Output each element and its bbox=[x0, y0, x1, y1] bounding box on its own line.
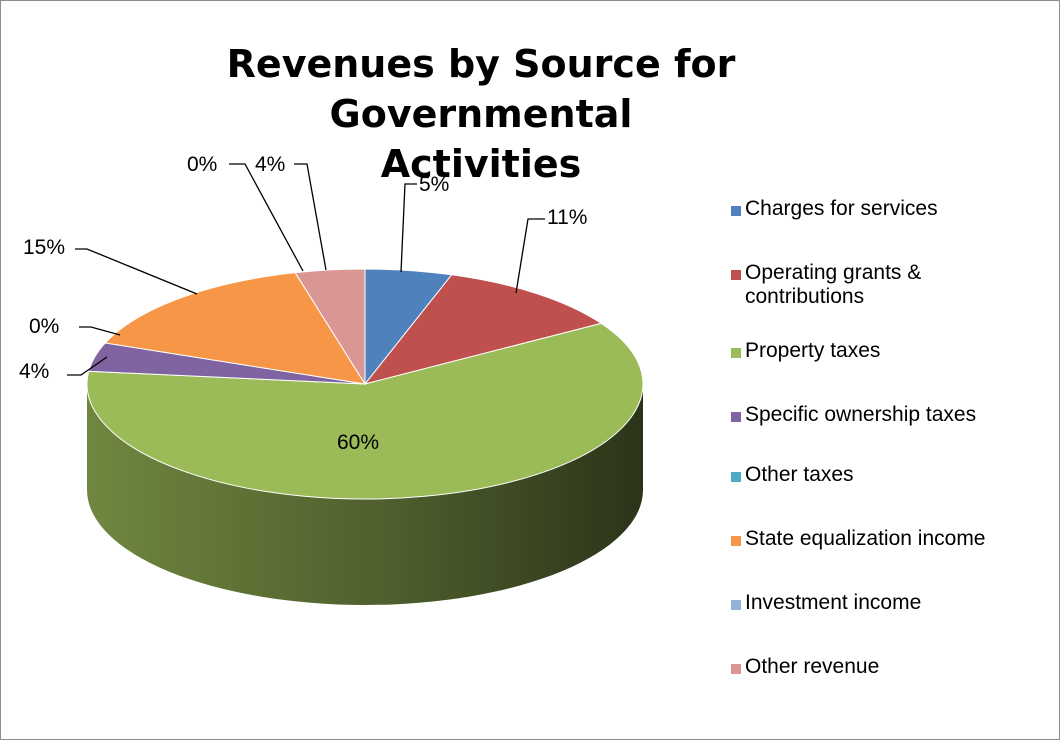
legend-swatch-specific-ownership-taxes bbox=[731, 412, 741, 422]
leader-line-investment-income bbox=[229, 163, 304, 272]
legend-swatch-other-revenue bbox=[731, 664, 741, 674]
pie-side-walls bbox=[87, 384, 643, 605]
chart-title: Revenues by Source for Governmental Acti… bbox=[101, 39, 861, 189]
chart-title-line-1: Revenues by Source for Governmental bbox=[226, 42, 736, 136]
legend-label: Operating grants & contributions bbox=[745, 261, 922, 308]
legend-label: Other taxes bbox=[745, 463, 854, 486]
legend-swatch-property-taxes bbox=[731, 348, 741, 358]
pie-slices bbox=[86, 268, 644, 500]
legend-swatch-operating-grants-contributions bbox=[731, 270, 741, 280]
pie-slice-state-equalization-income bbox=[104, 272, 367, 385]
data-label-specific-ownership-taxes: 4% bbox=[19, 360, 49, 383]
data-label-state-equalization-income: 15% bbox=[23, 236, 65, 259]
legend-swatch-state-equalization-income bbox=[731, 536, 741, 546]
chart-title-line-2: Activities bbox=[380, 142, 582, 186]
leader-line-state-equalization-income bbox=[75, 248, 198, 295]
leader-line-charges-for-services bbox=[400, 183, 417, 273]
data-label-charges-for-services: 5% bbox=[419, 173, 449, 196]
pie-side-property-taxes bbox=[87, 384, 643, 605]
leader-line-operating-grants-contributions bbox=[515, 218, 545, 294]
pie-slice-operating-grants-contributions bbox=[363, 274, 603, 385]
legend-swatch-charges-for-services bbox=[731, 206, 741, 216]
data-label-operating-grants-contributions: 11% bbox=[547, 206, 587, 229]
legend-label: Charges for services bbox=[745, 197, 938, 220]
legend-label: State equalization income bbox=[745, 527, 986, 550]
legend-swatch-other-taxes bbox=[731, 472, 741, 482]
data-label-other-revenue: 4% bbox=[255, 153, 285, 176]
data-labels: 5% 11% 60% 4% 0% 15% 0% 4% bbox=[19, 153, 587, 454]
legend-label: Investment income bbox=[745, 591, 922, 614]
leader-line-other-revenue bbox=[294, 163, 327, 271]
legend-label: Other revenue bbox=[745, 655, 880, 678]
data-label-property-taxes: 60% bbox=[337, 431, 379, 454]
legend-label: Specific ownership taxes bbox=[745, 403, 977, 426]
data-label-other-taxes: 0% bbox=[29, 315, 59, 338]
leader-line-other-taxes bbox=[79, 326, 121, 336]
leader-line-specific-ownership-taxes bbox=[67, 356, 108, 376]
legend-label: Property taxes bbox=[745, 339, 881, 362]
legend-swatch-investment-income bbox=[731, 600, 741, 610]
data-label-investment-income: 0% bbox=[187, 153, 217, 176]
pie-slice-other-revenue bbox=[294, 268, 366, 386]
pie-slice-property-taxes bbox=[86, 322, 644, 500]
